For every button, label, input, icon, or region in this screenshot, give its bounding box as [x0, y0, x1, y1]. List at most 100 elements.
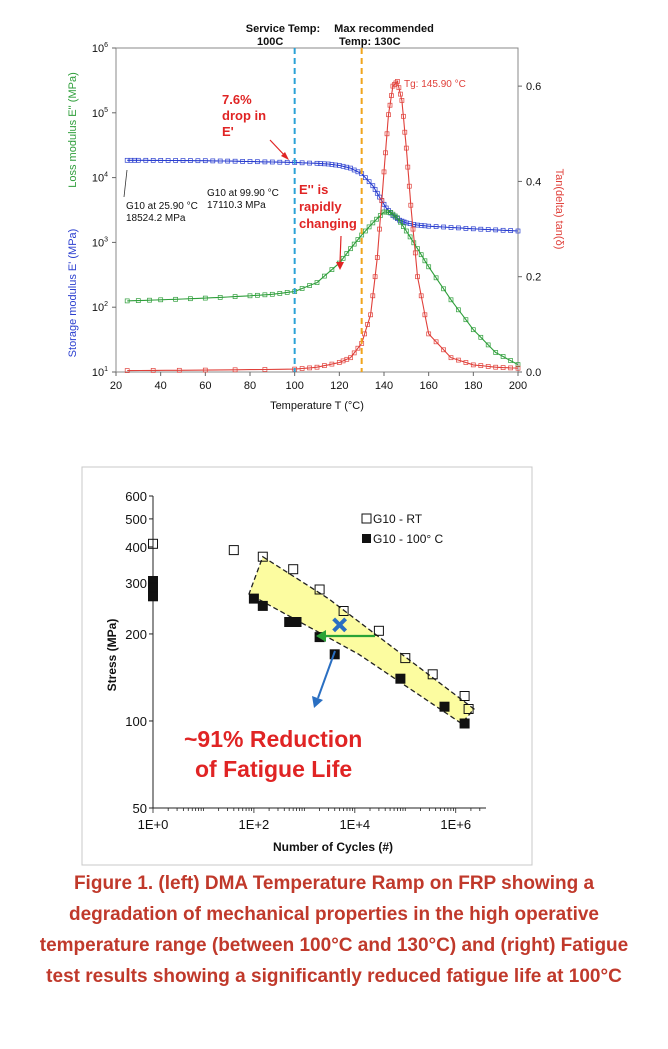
hot-point	[148, 591, 158, 602]
g10-99-label-2: 17110.3 MPa	[207, 200, 266, 211]
dma-series-point-1	[401, 224, 406, 229]
dma-series-point-2	[379, 198, 385, 203]
service-temp-label-1: Service Temp:	[246, 23, 320, 35]
dma-series-point-0	[210, 158, 216, 164]
dma-x-tick-label: 180	[464, 380, 482, 392]
rt-point	[459, 691, 470, 701]
tg-annotation: Tg: 145.90 °C	[404, 79, 466, 90]
drop-arrowhead	[281, 152, 289, 160]
fatigue-y-tick-label: 600	[125, 489, 147, 504]
dma-series-point-2	[389, 93, 394, 98]
reduction-annotation-1: ~91% Reduction	[184, 726, 362, 752]
rapid-arrow	[339, 235, 342, 263]
dma-series-point-0	[366, 179, 372, 185]
rt-point	[427, 669, 438, 680]
dma-series-point-2	[365, 322, 370, 327]
dma-y-tick-label: 104	[92, 172, 108, 185]
dma-series-point-0	[240, 159, 245, 164]
dma-series-point-1	[344, 251, 350, 256]
dma-series-point-1	[329, 267, 335, 272]
dma-x-axis-label: Temperature T (°C)	[270, 400, 364, 412]
dma-series-point-1	[277, 291, 283, 296]
dma-series-point-2	[508, 365, 513, 371]
g10-25-label-1: G10 at 25.90 °C	[126, 201, 198, 212]
dma-series-point-2	[232, 367, 238, 373]
dma-series-point-2	[412, 250, 418, 256]
dma-series-point-0	[247, 159, 253, 164]
service-temp-label-2: 100C	[257, 36, 283, 48]
dma-x-tick-label: 160	[419, 380, 437, 392]
fatigue-y-tick-label: 50	[133, 801, 147, 816]
dma-series-point-1	[493, 350, 499, 355]
dma-series-point-2	[386, 112, 391, 118]
dma-series-point-2	[433, 339, 439, 345]
average-x-marker	[332, 617, 348, 633]
dma-series-line-1	[127, 211, 519, 366]
dma-series-point-2	[405, 164, 411, 170]
fatigue-x-axis-label: Number of Cycles (#)	[273, 840, 393, 854]
dma-series-point-1	[485, 342, 491, 348]
dma-chart: 20 40 60 80 100 120 140 160 180 200 101 102 103 104 10…	[67, 23, 565, 412]
dma-series-point-2	[390, 83, 396, 89]
dma-series-point-1	[407, 234, 413, 240]
hot-point	[439, 701, 450, 712]
dma-series-point-2	[314, 364, 320, 370]
dma-series-point-1	[508, 358, 513, 363]
loss-modulus-axis-label: Loss modulus E'' (MPa)	[67, 72, 79, 187]
dma-x-tick-label: 60	[199, 380, 211, 392]
dma-series-point-2	[381, 169, 387, 175]
dma-series-point-0	[202, 158, 208, 164]
dma-series-point-1	[370, 220, 376, 226]
fatigue-y-tick-label: 200	[125, 627, 147, 642]
fatigue-y-tick-label: 500	[125, 512, 147, 527]
dma-right-tick-label: 0.6	[526, 81, 541, 93]
dma-series-point-0	[493, 227, 499, 233]
rt-point	[400, 653, 411, 664]
green-arrowhead	[316, 630, 326, 642]
dma-series-point-2	[348, 355, 353, 361]
dma-series-point-2	[262, 367, 268, 372]
fatigue-axes: 50 100 200 300 400 500 600 1E+0 1E+2 1E+4 1E+6	[125, 489, 486, 832]
dma-series-point-0	[173, 158, 178, 163]
dma-series-point-0	[269, 159, 275, 165]
hot-point	[148, 582, 158, 593]
blue-arrow	[317, 650, 336, 699]
dma-series-point-2	[176, 367, 182, 373]
dma-series-point-0	[508, 228, 513, 233]
dma-series-point-2	[392, 82, 397, 87]
dma-series-point-2	[399, 98, 405, 103]
fatigue-x-tick-label: 1E+6	[440, 817, 471, 832]
dma-series-point-2	[422, 312, 428, 318]
dma-series-point-1	[363, 228, 368, 234]
dma-series-point-1	[299, 286, 305, 291]
rt-point	[228, 545, 239, 556]
hot-point	[257, 600, 268, 611]
hot-point	[395, 673, 406, 684]
dma-series-point-0	[150, 158, 156, 163]
dma-series-point-1	[232, 294, 238, 299]
dma-series-point-2	[368, 312, 373, 318]
dma-series-point-2	[515, 365, 521, 371]
dma-series-point-2	[202, 367, 208, 373]
dma-reference-lines	[293, 48, 363, 372]
dma-series-point-1	[374, 216, 379, 222]
dma-series-point-1	[348, 246, 353, 252]
dma-y-tick-label: 102	[92, 301, 108, 314]
dma-series-point-0	[225, 158, 231, 164]
fatigue-y-axis-label: Stress (MPa)	[105, 619, 119, 692]
dma-series-point-0	[463, 226, 469, 231]
dma-series-point-1	[269, 291, 275, 297]
rapid-annotation-3: changing	[299, 216, 357, 231]
dma-series-point-0	[277, 159, 283, 165]
dma-series-point-0	[441, 224, 446, 230]
dma-series-point-1	[456, 307, 461, 313]
dma-series-point-2	[478, 363, 484, 368]
fatigue-x-tick-label: 1E+2	[239, 817, 270, 832]
dma-series-point-0	[165, 158, 171, 163]
dma-series-point-1	[403, 228, 409, 234]
dma-series-point-2	[493, 364, 499, 370]
average-marker	[332, 617, 348, 633]
dma-series-point-1	[355, 237, 361, 242]
dma-series-point-1	[463, 317, 469, 323]
hot-point	[291, 617, 302, 627]
